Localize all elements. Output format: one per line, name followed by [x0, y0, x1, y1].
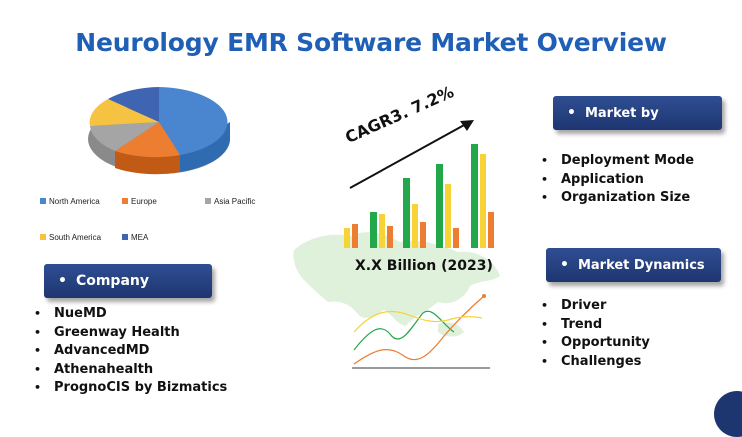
bar: [370, 212, 377, 248]
legend-north-america: North America: [40, 197, 100, 206]
pie-slice-europe: [115, 122, 180, 158]
market-dynamics-heading: • Market Dynamics: [546, 248, 721, 282]
legend-asia-pacific: Asia Pacific: [205, 197, 255, 206]
list-item: • PrognoCIS by Bizmatics: [34, 379, 227, 398]
company-list: • NueMD • Greenway Health • AdvancedMD • Ath…: [34, 305, 227, 398]
pie-slice-mea: [108, 87, 159, 122]
bullet-icon: •: [541, 191, 549, 204]
trend-line-yellow: [353, 310, 483, 333]
bar: [379, 214, 385, 248]
dynamics-list: • Driver • Trend • Opportunity • Challenges: [541, 297, 650, 371]
list-item: • Trend: [541, 316, 650, 335]
list-item: • Driver: [541, 297, 650, 316]
list-item: • Organization Size: [541, 189, 694, 208]
bullet-icon: •: [541, 299, 549, 312]
legend-label: Asia Pacific: [214, 197, 256, 206]
legend-swatch: [122, 198, 128, 204]
market-size-label: X.X Billion (2023): [355, 258, 493, 274]
bar: [436, 164, 443, 248]
trend-line-green: [353, 310, 455, 351]
bullet-icon: •: [34, 381, 42, 394]
bullet-icon: •: [541, 154, 549, 167]
list-item: • Deployment Mode: [541, 152, 694, 171]
segment-list: • Deployment Mode • Application • Organizat…: [541, 152, 694, 208]
bar: [344, 228, 350, 248]
list-item: • Greenway Health: [34, 324, 227, 343]
company-profiled-heading: • Company Profiled: [44, 264, 212, 323]
bullet-icon: •: [567, 105, 576, 121]
legend-europe: Europe: [122, 197, 157, 206]
legend-south-america: South America: [40, 233, 101, 242]
page-title: Neurology EMR Software Market Overview: [75, 28, 667, 57]
heading-label: Market Dynamics: [577, 258, 705, 273]
corner-decoration: [714, 391, 742, 437]
bar: [453, 228, 459, 248]
list-item-label: Application: [561, 171, 644, 187]
growth-arrow-line: [349, 123, 467, 189]
list-item: • NueMD: [34, 305, 227, 324]
bar: [403, 178, 410, 248]
market-by-segment-heading: • Market by Segment: [553, 96, 722, 155]
legend-swatch: [205, 198, 211, 204]
bar: [445, 184, 451, 248]
trend-line-orange: [353, 295, 485, 365]
list-item-label: Opportunity: [561, 335, 650, 350]
list-item: • Challenges: [541, 353, 650, 372]
bullet-icon: •: [541, 354, 549, 368]
bar: [387, 226, 393, 248]
list-item: • AdvancedMD: [34, 342, 227, 361]
bullet-icon: •: [58, 273, 67, 289]
legend-label: South America: [49, 233, 102, 242]
bullet-icon: •: [560, 257, 569, 273]
heading-label: Company Profiled: [58, 273, 149, 323]
legend-swatch: [40, 234, 46, 240]
bullet-icon: •: [541, 336, 549, 349]
list-item-label: AdvancedMD: [54, 343, 150, 358]
bar: [480, 154, 486, 248]
world-map-silhouette: [293, 232, 500, 326]
bar: [352, 224, 358, 248]
list-item-label: Organization Size: [561, 190, 691, 205]
legend-swatch: [122, 234, 128, 240]
legend-mea: MEA: [122, 233, 148, 242]
list-item-label: Challenges: [561, 353, 642, 369]
legend-label: Europe: [131, 197, 157, 206]
region-pie-chart: [88, 87, 230, 175]
pie-slice-north-america: [159, 87, 228, 155]
bar: [471, 144, 478, 248]
pie-slice-south-america: [89, 99, 159, 126]
bullet-icon: •: [541, 172, 549, 186]
pie-slice-asia-pacific: [90, 122, 159, 151]
list-item-label: PrognoCIS by Bizmatics: [54, 380, 228, 395]
trend-point: [482, 294, 486, 298]
list-item-label: Athenahealth: [54, 361, 154, 377]
growth-arrow-head: [460, 120, 474, 131]
bar: [412, 204, 418, 248]
list-item-label: NueMD: [54, 306, 107, 321]
list-item-label: Trend: [561, 316, 603, 332]
bullet-icon: •: [541, 317, 549, 331]
bullet-icon: •: [34, 325, 42, 339]
legend-swatch: [40, 198, 46, 204]
list-item: • Opportunity: [541, 334, 650, 353]
list-item-label: Driver: [561, 298, 607, 313]
heading-label: Market by Segment: [567, 106, 659, 155]
bar: [420, 222, 426, 248]
list-item-label: Greenway Health: [54, 324, 180, 340]
list-item: • Application: [541, 171, 694, 190]
bullet-icon: •: [34, 307, 42, 320]
list-item: • Athenahealth: [34, 361, 227, 380]
legend-label: North America: [49, 197, 100, 206]
growth-illustration: [293, 120, 500, 369]
legend-label: MEA: [131, 233, 149, 242]
list-item-label: Deployment Mode: [561, 153, 695, 168]
bullet-icon: •: [34, 362, 42, 376]
bar: [488, 212, 494, 248]
bullet-icon: •: [34, 344, 42, 357]
